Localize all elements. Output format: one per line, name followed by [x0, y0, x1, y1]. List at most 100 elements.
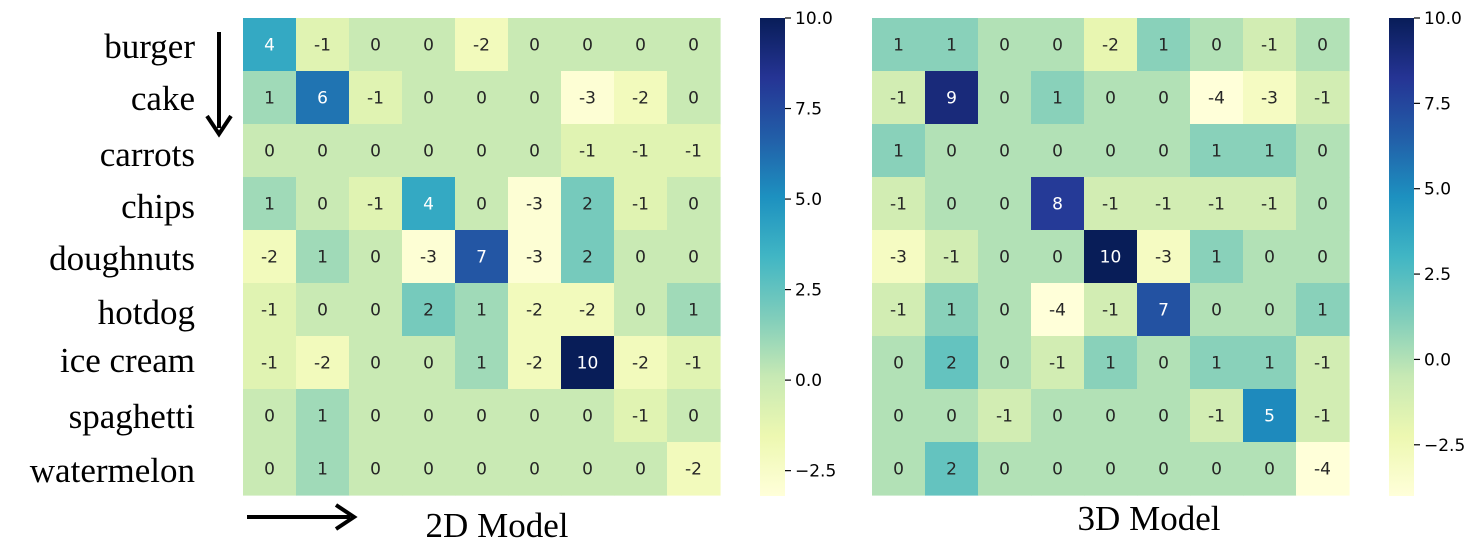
heatmap-cell-value: 0 [1317, 248, 1328, 268]
heatmap-cell-value: 10 [577, 354, 599, 374]
heatmap-cell-value: 0 [999, 248, 1010, 268]
heatmap-cell [349, 442, 403, 496]
heatmap-cell-value: -1 [367, 195, 384, 215]
heatmap-cell [978, 389, 1032, 443]
heatmap-cell [667, 389, 721, 443]
heatmap-cell-value: 0 [423, 89, 434, 109]
heatmap-cell-value: 0 [635, 301, 646, 321]
heatmap-cell [1137, 71, 1191, 125]
heatmap-cell-value: 0 [1052, 407, 1063, 427]
heatmap-cell-value: 1 [688, 301, 699, 321]
heatmap-cell-value: 0 [423, 354, 434, 374]
heatmap-cell-value: 0 [1158, 460, 1169, 480]
heatmap-cell-value: 0 [476, 89, 487, 109]
heatmap-cell [614, 442, 668, 496]
heatmap-cell [561, 442, 615, 496]
heatmap-cell [455, 177, 509, 231]
heatmap-cell-value: 0 [1052, 248, 1063, 268]
heatmap-cell-value: 0 [635, 36, 646, 56]
heatmap-cell [508, 71, 562, 125]
heatmap-cell-value: 0 [370, 248, 381, 268]
heatmap-cell-value: 1 [1158, 36, 1169, 56]
heatmap-cell-value: 0 [1105, 407, 1116, 427]
heatmap-cell [402, 442, 456, 496]
heatmap-cell [1137, 230, 1191, 284]
heatmap-cell-value: -1 [1314, 354, 1331, 374]
heatmap-cell [872, 71, 926, 125]
heatmap-cell-value: 0 [370, 354, 381, 374]
heatmap-cell [872, 442, 926, 496]
heatmap-cell-value: 0 [1317, 195, 1328, 215]
heatmap-cell-value: 0 [946, 195, 957, 215]
heatmap-cell [925, 442, 979, 496]
heatmap-cell-value: 1 [1264, 142, 1275, 162]
heatmap-cell-value: 2 [946, 354, 957, 374]
colorbar-tick-label: −2.5 [795, 462, 836, 482]
heatmap-cell-value: 1 [1211, 354, 1222, 374]
heatmap-cell [243, 442, 297, 496]
heatmap-cell [1084, 124, 1138, 178]
heatmap-cell-value: 0 [476, 407, 487, 427]
colorbar-tick-label: 0.0 [795, 371, 822, 391]
heatmap-cell [1084, 71, 1138, 125]
colorbar-tick-label: 5.0 [1424, 180, 1451, 200]
heatmap-cell-value: -3 [579, 89, 596, 109]
heatmap-cell-value: 0 [1264, 460, 1275, 480]
heatmap-cell-value: 1 [1211, 248, 1222, 268]
heatmap-cell-value: -1 [261, 354, 278, 374]
heatmap-cell-value: 0 [999, 89, 1010, 109]
heatmap-cell [1137, 124, 1191, 178]
colorbar-tick-label: 0.0 [1424, 350, 1451, 370]
heatmap-cell [296, 71, 350, 125]
heatmap-cell [978, 442, 1032, 496]
colorbar-tick-label: 7.5 [1424, 94, 1451, 114]
heatmap-cell-value: -1 [1049, 354, 1066, 374]
heatmap-cell [614, 177, 668, 231]
heatmap-cell [1243, 177, 1297, 231]
heatmap-cell [614, 18, 668, 72]
heatmap-cell-value: -2 [1102, 36, 1119, 56]
heatmap-cell-value: 0 [688, 36, 699, 56]
heatmap-cell [296, 124, 350, 178]
heatmap-cell-value: 0 [582, 36, 593, 56]
colorbar-2d-gradient [760, 18, 785, 496]
heatmap-cell [402, 283, 456, 337]
heatmap-cell [872, 283, 926, 337]
heatmap-cell-value: 0 [1264, 248, 1275, 268]
heatmap-cell-value: 2 [946, 460, 957, 480]
heatmap-cell [1031, 18, 1085, 72]
heatmap-cell [1137, 336, 1191, 390]
heatmap-cell-value: 0 [635, 248, 646, 268]
heatmap-cell-value: 0 [1052, 142, 1063, 162]
heatmap-cell [296, 336, 350, 390]
heatmap-cell [349, 18, 403, 72]
heatmap-cell-value: -1 [890, 195, 907, 215]
heatmap-cell [455, 18, 509, 72]
heatmap-cell [296, 230, 350, 284]
heatmap-cell-value: -3 [1155, 248, 1172, 268]
heatmap-cell-value: 0 [1211, 301, 1222, 321]
heatmap-cell-value: 10 [1100, 248, 1122, 268]
heatmap-cell-value: 0 [1052, 460, 1063, 480]
heatmap-cell [296, 442, 350, 496]
heatmap-cell [243, 230, 297, 284]
heatmap-cell-value: 2 [582, 195, 593, 215]
heatmap-cell-value: -1 [632, 142, 649, 162]
heatmap-cell [1296, 18, 1350, 72]
heatmap-cell-value: -1 [1208, 195, 1225, 215]
right-arrow [247, 503, 358, 531]
heatmap-cell-value: 1 [317, 248, 328, 268]
heatmap-cell-value: 0 [688, 407, 699, 427]
heatmap-cell [1296, 336, 1350, 390]
row-label-ice-cream: ice cream [60, 341, 195, 380]
heatmap-cell [1296, 230, 1350, 284]
heatmap-cell [1084, 18, 1138, 72]
heatmap-cell [243, 177, 297, 231]
row-label-watermelon: watermelon [30, 451, 195, 490]
heatmap-cell [1190, 283, 1244, 337]
heatmap-cell-value: -1 [1208, 407, 1225, 427]
heatmap-cell [1137, 18, 1191, 72]
heatmap-cell-value: -2 [526, 301, 543, 321]
heatmap-cell-value: 0 [688, 248, 699, 268]
heatmap-cell [349, 71, 403, 125]
